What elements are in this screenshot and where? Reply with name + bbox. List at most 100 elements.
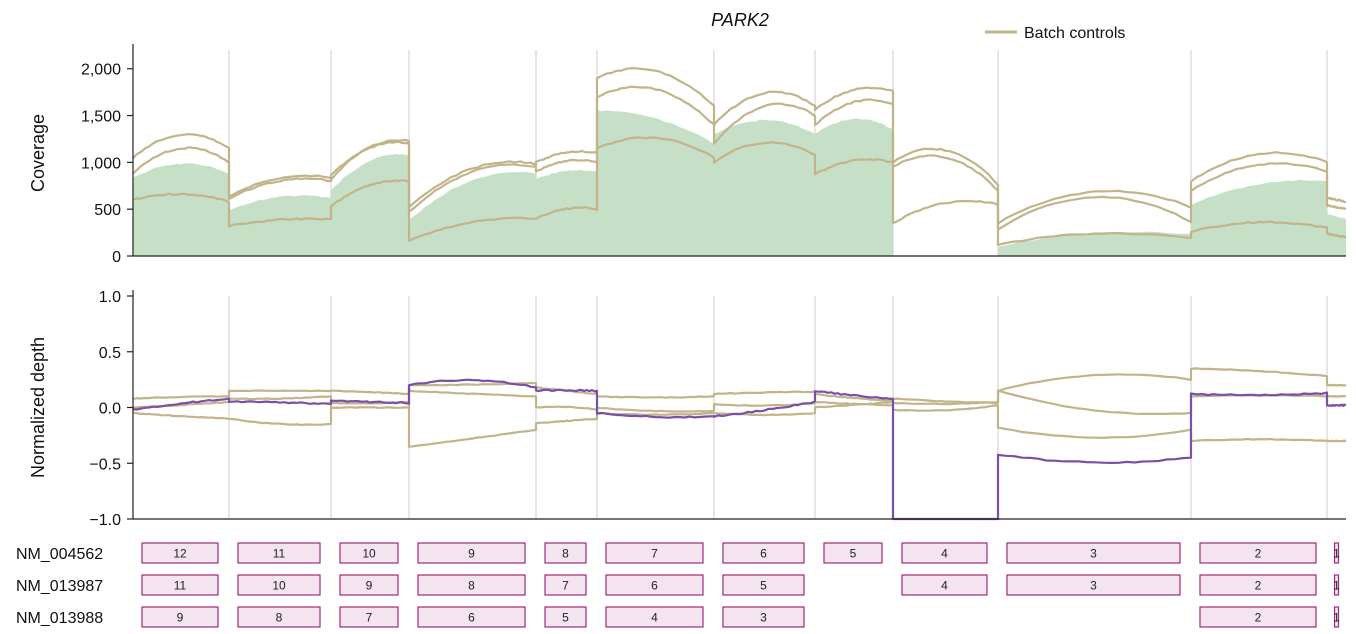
sample-depth-line — [132, 378, 1347, 521]
exon-number: 7 — [651, 547, 658, 561]
sample-coverage-area — [815, 118, 893, 256]
exon-number: 8 — [276, 611, 283, 625]
exon-number: 4 — [941, 547, 948, 561]
exon-number: 10 — [272, 579, 286, 593]
exon-number: 7 — [562, 579, 569, 593]
exon-number: 2 — [1255, 611, 1262, 625]
exon-number: 5 — [760, 579, 767, 593]
y-axis-label: Normalized depth — [28, 337, 48, 478]
y-tick-label: 2,000 — [81, 62, 121, 79]
exon-number: 3 — [760, 611, 767, 625]
exon-box — [722, 542, 805, 564]
batch-control-line — [132, 85, 1347, 231]
y-tick-label: 0 — [112, 249, 121, 266]
exon-box — [237, 606, 321, 628]
exon-box — [1199, 606, 1317, 628]
exon-box — [417, 542, 526, 564]
exon-box — [823, 542, 883, 564]
y-axis-label: Coverage — [28, 114, 48, 192]
exon-box — [237, 574, 321, 596]
exon-box — [605, 606, 704, 628]
exon-box — [339, 606, 399, 628]
exon-box — [141, 542, 219, 564]
chart-title: PARK2 — [711, 10, 769, 30]
batch-control-line — [132, 136, 1347, 246]
sample-coverage-area — [133, 163, 229, 256]
exon-box — [1006, 542, 1181, 564]
exon-number: 5 — [562, 611, 569, 625]
exon-number: 3 — [1090, 547, 1097, 561]
exon-number: 12 — [173, 547, 187, 561]
exon-number: 10 — [362, 547, 376, 561]
exon-box — [1333, 574, 1340, 596]
exon-box — [1199, 542, 1317, 564]
exon-box — [901, 542, 988, 564]
exon-number: 4 — [941, 579, 948, 593]
sample-coverage-area — [714, 119, 815, 256]
sample-coverage-area — [1191, 179, 1327, 256]
exon-number: 5 — [850, 547, 857, 561]
exon-number: 3 — [1090, 579, 1097, 593]
sample-coverage-area — [536, 169, 597, 256]
exon-number: 4 — [651, 611, 658, 625]
exon-number: 7 — [366, 611, 373, 625]
exon-box — [1333, 542, 1340, 564]
exon-number: 11 — [174, 579, 187, 593]
exon-box — [544, 574, 587, 596]
batch-control-line — [132, 400, 1347, 448]
exon-box — [417, 574, 526, 596]
normalized-depth-panel: −1.0 −0.5 0.0 0.5 1.0 Normalized depth — [28, 289, 1347, 529]
y-tick-label: 0.5 — [99, 345, 121, 362]
exon-number: 6 — [468, 611, 475, 625]
exon-box — [901, 574, 988, 596]
y-tick-label: 1,000 — [81, 155, 121, 172]
exon-number: 1 — [1333, 611, 1340, 625]
exon-box — [141, 606, 219, 628]
exon-number: 8 — [468, 579, 475, 593]
legend-label: Batch controls — [1024, 25, 1125, 42]
y-tick-label: −1.0 — [89, 512, 121, 529]
exon-box — [544, 542, 587, 564]
exon-number: 6 — [651, 579, 658, 593]
y-tick-label: −0.5 — [89, 456, 121, 473]
exon-number: 8 — [562, 547, 569, 561]
exon-box — [605, 542, 704, 564]
exon-box — [605, 574, 704, 596]
exon-number: 9 — [468, 547, 475, 561]
sample-coverage-area — [597, 110, 714, 256]
exon-box — [141, 574, 219, 596]
sample-coverage-area — [229, 195, 331, 256]
coverage-panel: 0 500 1,000 1,500 2,000 Coverage — [28, 44, 1347, 266]
exon-number: 9 — [177, 611, 184, 625]
exon-box — [339, 574, 399, 596]
transcript-label: NM_013988 — [16, 610, 103, 627]
exon-number: 9 — [366, 579, 373, 593]
transcript-tracks: NM_004562 12 11 10 9 8 7 6 5 4 3 2 1NM_013987 11 10 9 8 7… — [16, 542, 1340, 628]
y-tick-label: 1.0 — [99, 289, 121, 306]
exon-number: 6 — [760, 547, 767, 561]
exon-number: 1 — [1333, 547, 1340, 561]
exon-box — [1333, 606, 1340, 628]
batch-control-line — [132, 367, 1347, 405]
transcript-label: NM_013987 — [16, 578, 103, 595]
exon-box — [544, 606, 587, 628]
exon-number: 2 — [1255, 547, 1262, 561]
y-tick-label: 1,500 — [81, 109, 121, 126]
y-tick-label: 500 — [94, 202, 121, 219]
exon-box — [722, 574, 805, 596]
transcript-label: NM_004562 — [16, 546, 103, 563]
exon-number: 11 — [273, 547, 286, 561]
exon-box — [339, 542, 399, 564]
exon-number: 1 — [1333, 579, 1340, 593]
legend: Batch controls — [985, 25, 1125, 42]
exon-box — [1006, 574, 1181, 596]
exon-box — [237, 542, 321, 564]
y-tick-label: 0.0 — [99, 401, 121, 418]
sample-coverage-area — [331, 153, 409, 256]
exon-box — [417, 606, 526, 628]
exon-box — [1199, 574, 1317, 596]
exon-box — [722, 606, 805, 628]
sample-coverage-area — [409, 171, 536, 256]
exon-number: 2 — [1255, 579, 1262, 593]
